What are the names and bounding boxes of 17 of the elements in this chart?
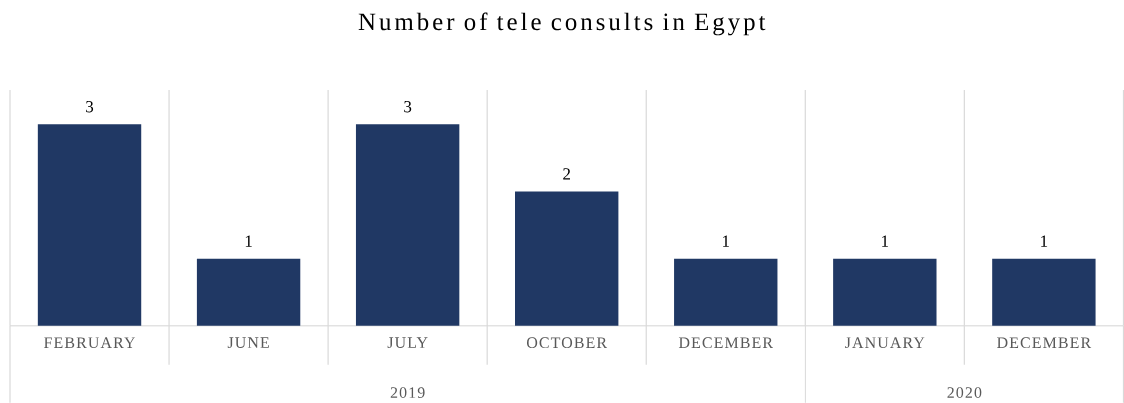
x-tick-label: JANUARY: [845, 337, 925, 348]
data-label: 2: [563, 168, 570, 180]
text: 2020: [947, 387, 982, 398]
x-tick-label: JUNE: [227, 337, 269, 348]
x-tick-label: FEBRUARY: [44, 337, 136, 348]
data-label: 1: [723, 235, 729, 247]
x-tick-label: DECEMBER: [997, 337, 1092, 348]
text: 2019: [390, 387, 425, 398]
x-tick-label: JULY: [387, 337, 428, 348]
data-label: 3: [86, 100, 94, 113]
data-label: 1: [245, 235, 252, 247]
x-tick-label: OCTOBER: [526, 337, 608, 348]
x-tick-label: DECEMBER: [678, 337, 773, 348]
data-label: 3: [404, 100, 412, 113]
chart-title: Number of tele consults in Egypt: [358, 12, 766, 36]
data-label: 1: [882, 235, 889, 247]
data-label: 1: [1041, 235, 1048, 247]
